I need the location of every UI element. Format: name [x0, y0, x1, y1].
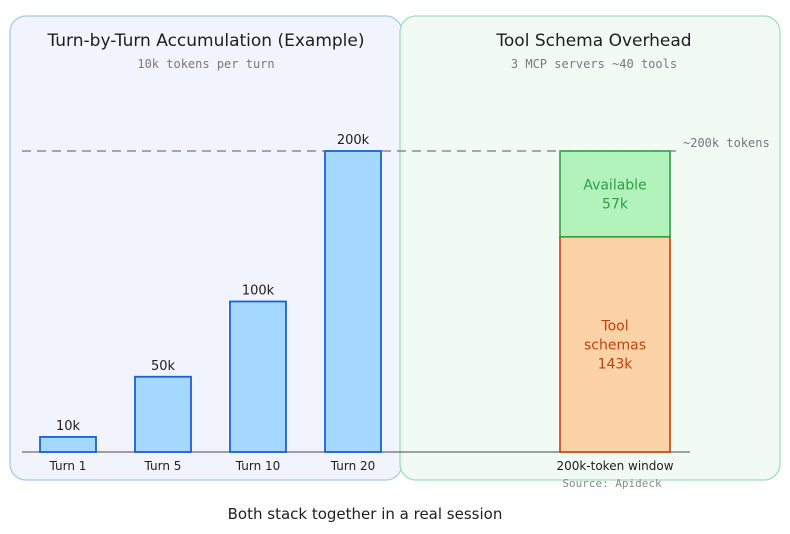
bar-category-label: Turn 10 [235, 459, 281, 473]
tool-schemas-label: Tool [600, 318, 628, 334]
bar-turn-10 [229, 300, 287, 453]
bar-value-label: 100k [242, 284, 275, 299]
available-label: Available [583, 177, 646, 193]
tool-schemas-label: 143k [598, 356, 634, 372]
tool-schemas-label: schemas [584, 337, 646, 353]
bar-category-label: Turn 20 [330, 459, 376, 473]
bar-turn-5 [134, 375, 192, 453]
caption: Both stack together in a real session [228, 505, 503, 523]
stacked-bar-category-label: 200k-token window [556, 459, 673, 473]
bar-category-label: Turn 5 [144, 459, 182, 473]
left-panel-subtitle: 10k tokens per turn [137, 57, 274, 71]
available-segment [559, 150, 671, 238]
tool-schemas-segment [559, 235, 671, 453]
bar-value-label: 50k [151, 359, 176, 374]
available-label: 57k [602, 196, 629, 212]
bar-value-label: 10k [56, 419, 81, 434]
right-panel-title: Tool Schema Overhead [495, 31, 691, 51]
source-label: Source: Apideck [562, 477, 662, 490]
bar-category-label: Turn 1 [49, 459, 87, 473]
right-panel-subtitle: 3 MCP servers ~40 tools [511, 57, 677, 71]
accumulation-bar-chart: 10k Turn 1 50k Turn 5 100k Turn 10 200k Turn 20 [39, 133, 382, 473]
bar-turn-20 [324, 150, 382, 453]
left-panel-title: Turn-by-Turn Accumulation (Example) [46, 31, 364, 51]
bar-turn-1 [39, 436, 97, 453]
bar-value-label: 200k [337, 133, 370, 148]
token-limit-label: ~200k tokens [683, 136, 770, 150]
tool-schema-stacked-bar: Tool schemas 143k Available 57k 200k-token wi… [556, 150, 674, 473]
